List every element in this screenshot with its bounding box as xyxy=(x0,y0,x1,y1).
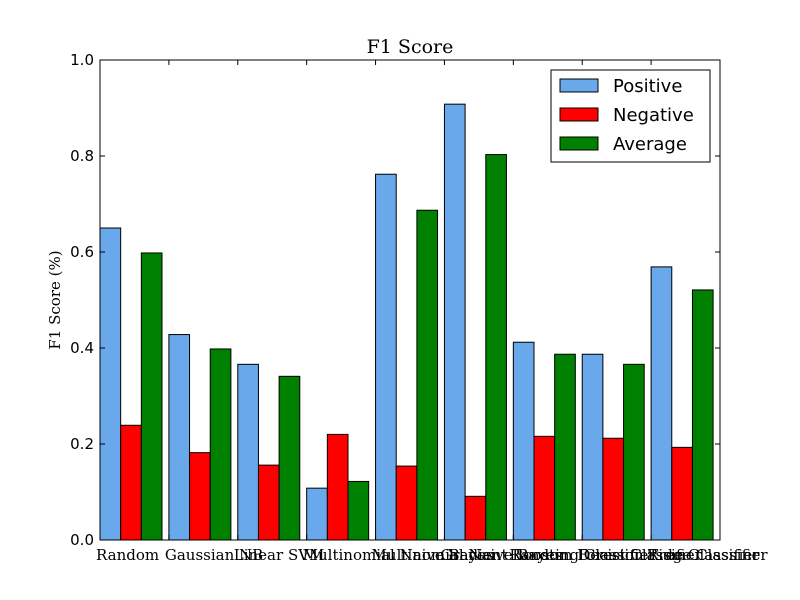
bar-negative-1 xyxy=(189,452,211,541)
legend-swatch-average xyxy=(559,136,599,151)
y-ticks: 0.0 0.2 0.4 0.6 0.8 1.0 xyxy=(70,51,720,549)
x-tick-label: Decision Tree Classifier xyxy=(578,546,760,564)
bar-positive-7 xyxy=(581,353,604,541)
plot-frame xyxy=(99,59,721,541)
x-tick-label: Ridge Classifier xyxy=(647,546,768,564)
y-tick-label: 0.0 xyxy=(70,531,94,549)
bar-negative-4 xyxy=(395,465,418,541)
x-tick-label: Linear SVM xyxy=(234,546,325,564)
y-tick-label: 0.8 xyxy=(70,147,94,165)
y-axis-label: F1 Score (%) xyxy=(46,250,64,349)
legend-label-negative: Negative xyxy=(613,105,694,126)
bar-negative-8 xyxy=(671,446,693,541)
bar-average-2 xyxy=(278,375,301,541)
bar-positive-8 xyxy=(650,266,673,541)
y-tick-label: 0.2 xyxy=(70,435,94,453)
x-tick-label: Random xyxy=(96,546,159,564)
bar-average-7 xyxy=(623,363,645,541)
bar-negative-7 xyxy=(602,437,625,541)
bar-positive-4 xyxy=(375,173,397,541)
x-tick-label: Gradient Boosting Classifier xyxy=(440,546,656,564)
legend: Positive Negative Average xyxy=(550,69,711,163)
bar-negative-6 xyxy=(533,435,556,541)
bar-average-3 xyxy=(347,480,370,541)
bar-average-6 xyxy=(554,353,576,541)
bar-positive-3 xyxy=(306,487,328,541)
y-tick-label: 0.6 xyxy=(70,243,94,261)
chart-title: F1 Score xyxy=(367,36,454,58)
bar-positive-2 xyxy=(237,363,259,541)
bar-negative-5 xyxy=(464,495,487,541)
x-tick-label: Multinomial Naive Bayes xyxy=(372,546,563,564)
legend-label-average: Average xyxy=(613,134,687,155)
bar-average-8 xyxy=(691,289,714,541)
legend-swatch-negative xyxy=(559,107,599,122)
y-tick-label: 0.4 xyxy=(70,339,94,357)
bar-negative-3 xyxy=(326,433,349,541)
bar-average-1 xyxy=(209,348,232,541)
legend-label-positive: Positive xyxy=(613,76,682,97)
bars-group xyxy=(99,103,714,541)
x-tick-label: Gaussian NB xyxy=(165,546,263,564)
bar-negative-0 xyxy=(120,424,142,541)
bar-negative-2 xyxy=(257,464,280,541)
x-tick-label: Multinomial Naive Bayes xyxy=(303,546,494,564)
y-tick-label: 1.0 xyxy=(70,51,94,69)
legend-swatch-positive xyxy=(559,78,599,93)
bar-positive-1 xyxy=(168,334,191,541)
bar-positive-6 xyxy=(512,341,535,541)
bar-average-4 xyxy=(416,209,439,541)
bar-positive-0 xyxy=(99,227,122,541)
bar-positive-5 xyxy=(443,103,466,541)
bar-average-5 xyxy=(485,154,507,541)
bar-average-0 xyxy=(140,252,163,541)
x-tick-label: Random Forest Classifier xyxy=(509,546,702,564)
